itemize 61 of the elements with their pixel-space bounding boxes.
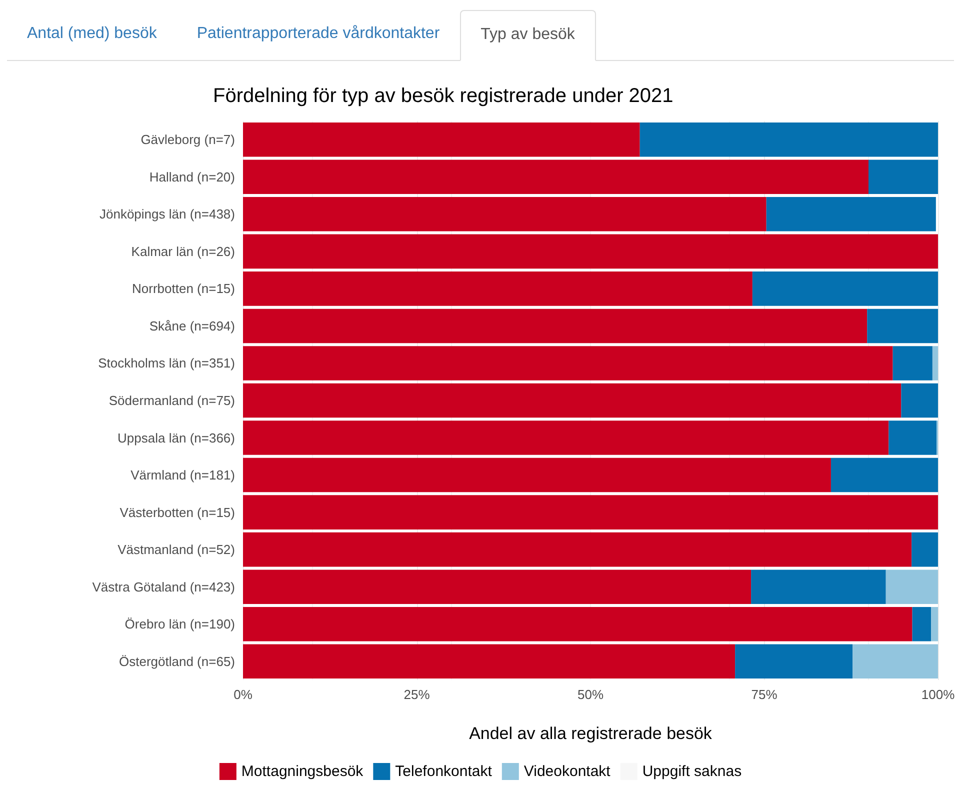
x-tick-label: 0%: [234, 687, 253, 702]
y-tick-label: Västra Götaland (n=423): [92, 579, 235, 594]
bar: [766, 197, 936, 232]
text: Patientrapporterade vårdkontakter: [196, 24, 441, 44]
bar: [243, 346, 893, 380]
bar: [892, 346, 932, 380]
bar: [243, 570, 752, 604]
y-tick-label: Värmland (n=181): [130, 468, 235, 483]
bar: [912, 606, 932, 642]
y-tick-label: Södermanland (n=75): [108, 393, 235, 408]
y-tick-label: Gävleborg (n=7): [140, 132, 235, 148]
bar: [243, 606, 912, 642]
y-tick-label: Skåne (n=694): [149, 318, 235, 334]
text: Antal (med) besök: [26, 24, 158, 44]
bar: [886, 570, 938, 604]
bar: [243, 122, 640, 157]
legend-label: Videokontakt: [524, 763, 612, 780]
bar: [751, 570, 886, 604]
bar: [912, 532, 938, 567]
y-tick-label: Kalmar län (n=26): [131, 244, 235, 259]
legend-label: Mottagningsbesök: [241, 763, 364, 780]
bar: [243, 383, 902, 418]
bar: [243, 308, 868, 344]
y-tick-label: Halland (n=20): [149, 169, 235, 184]
bar: [931, 606, 938, 642]
bar: [735, 644, 853, 679]
bar: [868, 160, 938, 194]
bar: [830, 458, 938, 492]
bar: [932, 346, 938, 380]
bar: [243, 234, 938, 269]
bar: [243, 495, 938, 530]
bar: [243, 644, 736, 679]
y-tick-label: Östergötland (n=65): [119, 654, 235, 669]
bar: [640, 122, 938, 157]
bar: [852, 644, 938, 679]
bar: [243, 420, 889, 455]
bar: [243, 532, 912, 567]
x-tick-label: 100%: [921, 687, 956, 702]
bar: [243, 458, 831, 492]
bar: [243, 272, 752, 306]
legend-label: Telefonkontakt: [395, 763, 493, 780]
bar: [752, 272, 938, 306]
x-tick-label: 50%: [577, 687, 604, 702]
x-axis-title: Andel av alla registrerade besök: [469, 724, 712, 743]
y-tick-label: Västerbotten (n=15): [120, 504, 235, 520]
x-tick-label: 25%: [404, 687, 430, 702]
y-tick-label: Örebro län (n=190): [124, 616, 235, 632]
x-tick-label: 75%: [751, 687, 778, 702]
legend-label: Uppgift saknas: [642, 763, 742, 780]
bar: [867, 308, 938, 344]
y-tick-label: Jönköpings län (n=438): [99, 206, 235, 222]
chart-title: Fördelning för typ av besök registrerade under 2021: [213, 85, 674, 107]
bar: [243, 160, 868, 194]
bar: [901, 383, 938, 418]
y-tick-label: Norrbotten (n=15): [132, 281, 235, 296]
text: Typ av besök: [460, 10, 596, 61]
y-tick-label: Stockholms län (n=351): [98, 356, 235, 371]
bar: [243, 197, 766, 232]
bar: [888, 420, 937, 455]
y-tick-label: Västmanland (n=52): [118, 542, 235, 558]
y-tick-label: Uppsala län (n=366): [118, 430, 235, 446]
